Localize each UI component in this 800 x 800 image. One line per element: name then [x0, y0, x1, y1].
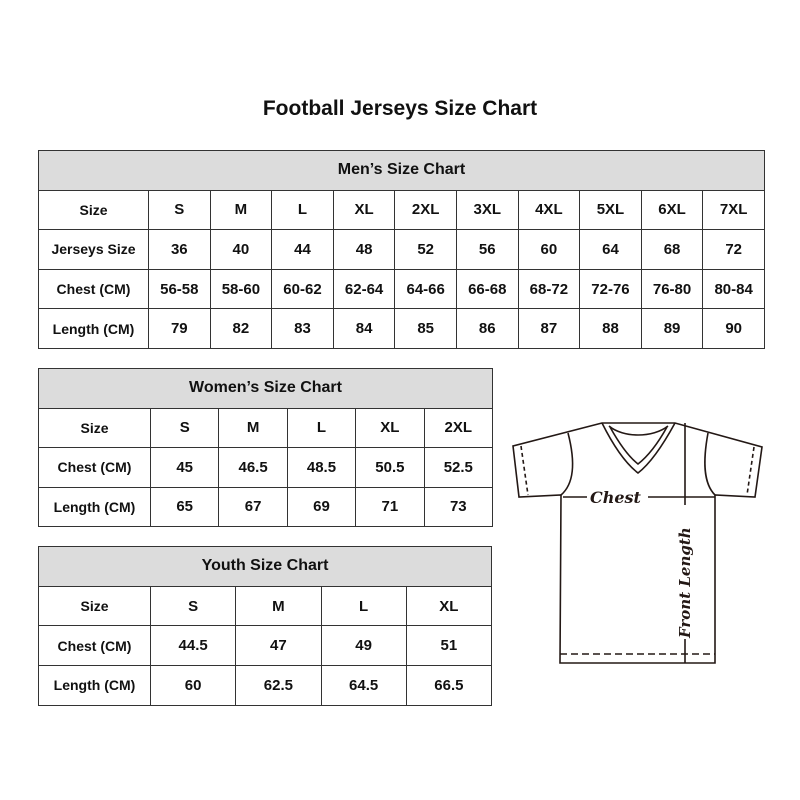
table-cell: 88 [579, 308, 642, 349]
table-cell: 66-68 [455, 268, 519, 310]
table-cell: XL [355, 407, 425, 448]
table-cell: 48.5 [286, 447, 357, 488]
jersey-diagram: Chest Front Length [512, 422, 763, 664]
table-cell: 36 [148, 229, 211, 270]
table-cell: 47 [235, 625, 322, 667]
table-cell: 40 [209, 229, 273, 270]
women-caption: Women’s Size Chart [37, 368, 494, 409]
table-cell: 45 [149, 447, 220, 488]
table-cell: XL [332, 189, 396, 231]
table-cell: 71 [355, 486, 425, 527]
table-cell: 58-60 [209, 268, 273, 310]
table-cell: 60 [517, 229, 581, 270]
table-cell: 65 [149, 486, 220, 527]
table-cell: 5XL [579, 189, 642, 231]
table-cell: 62-64 [332, 268, 396, 310]
row-label: Length (CM) [38, 308, 149, 349]
mens-size-table: Men’s Size Chart Size S M L XL 2XL 3XL 4XL 5XL 6XL… [38, 150, 765, 349]
table-cell: 3XL [455, 189, 519, 231]
row-label: Size [38, 585, 151, 627]
table-cell: 48 [332, 229, 396, 270]
table-cell: 49 [320, 625, 407, 667]
table-cell: 80-84 [702, 268, 765, 310]
table-cell: 76-80 [640, 268, 704, 310]
table-cell: M [235, 585, 322, 627]
womens-size-table: Women’s Size Chart Size S M L XL 2XL Chest (CM)… [37, 368, 494, 527]
table-cell: 60 [149, 665, 237, 706]
table-cell: 4XL [517, 189, 581, 231]
collar [601, 422, 676, 475]
table-row: Jerseys Size 36 40 44 48 52 56 60 64 68 72 [38, 229, 765, 270]
table-cell: 7XL [702, 189, 765, 231]
row-label: Length (CM) [38, 665, 151, 706]
table-cell: 62.5 [235, 665, 322, 706]
row-label: Chest (CM) [38, 268, 149, 310]
page-title: Football Jerseys Size Chart [262, 97, 538, 120]
table-cell: 79 [148, 308, 211, 349]
table-cell: 52 [394, 229, 457, 270]
row-label: Size [38, 407, 151, 448]
table-cell: 44.5 [149, 625, 237, 667]
table-cell: 46.5 [218, 447, 288, 488]
row-label: Chest (CM) [38, 447, 151, 488]
table-cell: 64.5 [320, 665, 407, 706]
table-cell: S [149, 407, 220, 448]
front-length-label: Front Length [676, 527, 694, 639]
table-cell: 72-76 [579, 268, 642, 310]
table-cell: 6XL [640, 189, 704, 231]
table-cell: 64 [579, 229, 642, 270]
table-cell: 56 [455, 229, 519, 270]
table-cell: 86 [455, 308, 519, 349]
row-label: Jerseys Size [38, 229, 149, 270]
table-cell: 66.5 [405, 665, 493, 706]
table-cell: S [148, 189, 211, 231]
table-cell: L [286, 407, 357, 448]
table-cell: 67 [218, 486, 288, 527]
table-cell: 84 [332, 308, 396, 349]
table-row: Size S M L XL [38, 585, 493, 627]
table-cell: 89 [640, 308, 704, 349]
table-cell: 44 [271, 229, 334, 270]
table-row: Chest (CM) 44.5 47 49 51 [38, 625, 493, 667]
table-cell: XL [405, 585, 493, 627]
table-row: Chest (CM) 56-58 58-60 60-62 62-64 64-66 66-68… [38, 268, 765, 310]
jersey-outline [512, 422, 763, 664]
table-row: Chest (CM) 45 46.5 48.5 50.5 52.5 [38, 447, 494, 488]
table-row: Size S M L XL 2XL [38, 407, 494, 448]
table-cell: 87 [517, 308, 581, 349]
chest-label: Chest [590, 488, 642, 507]
table-cell: 56-58 [148, 268, 211, 310]
table-cell: 69 [286, 486, 357, 527]
table-cell: 73 [423, 486, 494, 527]
youth-size-table: Youth Size Chart Size S M L XL Chest (CM) 44.5 4… [37, 546, 493, 706]
table-cell: 72 [702, 229, 765, 270]
table-cell: 2XL [394, 189, 457, 231]
table-row: Length (CM) 60 62.5 64.5 66.5 [38, 665, 493, 706]
table-cell: 68 [640, 229, 704, 270]
table-cell: 51 [405, 625, 493, 667]
table-cell: 82 [209, 308, 273, 349]
table-cell: 68-72 [517, 268, 581, 310]
men-caption: Men’s Size Chart [38, 150, 765, 191]
table-cell: 52.5 [423, 447, 494, 488]
table-cell: 50.5 [355, 447, 425, 488]
table-cell: 85 [394, 308, 457, 349]
row-label: Length (CM) [38, 486, 151, 527]
table-row: Length (CM) 79 82 83 84 85 86 87 88 89 90 [38, 308, 765, 349]
table-cell: L [271, 189, 334, 231]
table-row: Size S M L XL 2XL 3XL 4XL 5XL 6XL 7XL [38, 189, 765, 231]
table-cell: 64-66 [394, 268, 457, 310]
table-cell: S [149, 585, 237, 627]
row-label: Size [38, 189, 149, 231]
row-label: Chest (CM) [38, 625, 151, 667]
table-cell: M [209, 189, 273, 231]
table-cell: 90 [702, 308, 765, 349]
table-cell: L [320, 585, 407, 627]
table-cell: M [218, 407, 288, 448]
table-cell: 60-62 [271, 268, 334, 310]
table-cell: 2XL [423, 407, 494, 448]
table-cell: 83 [271, 308, 334, 349]
youth-caption: Youth Size Chart [37, 546, 493, 587]
table-row: Length (CM) 65 67 69 71 73 [38, 486, 494, 527]
